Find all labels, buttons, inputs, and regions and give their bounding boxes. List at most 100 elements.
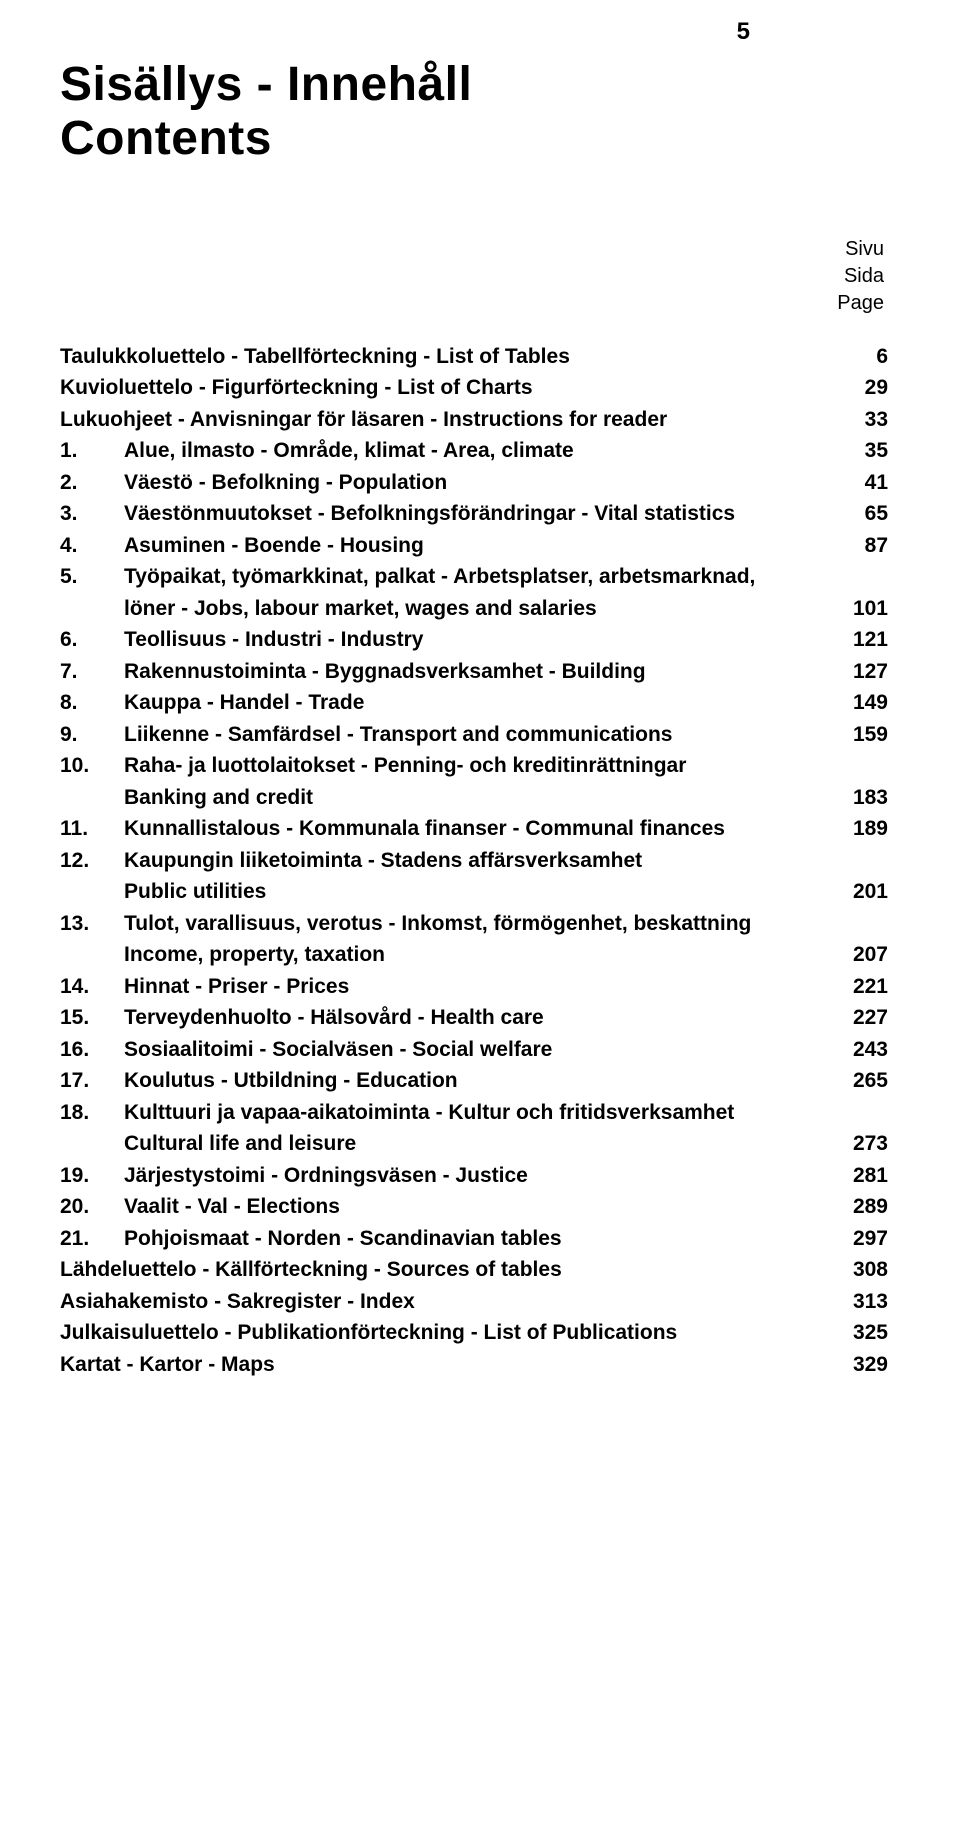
toc-row: 10.Raha- ja luottolaitokset - Penning- o… <box>60 750 888 782</box>
toc-entry-number: 16. <box>60 1034 124 1066</box>
toc-entry-number: 9. <box>60 719 124 751</box>
column-header-page: Page <box>60 290 884 317</box>
toc-entry-page: 127 <box>832 656 888 688</box>
toc-entry-label: Vaalit - Val - Elections <box>124 1191 832 1223</box>
toc-row: Asiahakemisto - Sakregister - Index313 <box>60 1286 888 1318</box>
toc-entry-label: Kulttuuri ja vapaa-aikatoiminta - Kultur… <box>124 1097 832 1129</box>
toc-entry-number: 19. <box>60 1160 124 1192</box>
toc-entry-page: 41 <box>832 467 888 499</box>
toc-entry-page: 183 <box>832 782 888 814</box>
toc-entry-number: 6. <box>60 624 124 656</box>
toc-entry-page: 121 <box>832 624 888 656</box>
toc-entry-number: 1. <box>60 435 124 467</box>
toc-row: 4.Asuminen - Boende - Housing87 <box>60 530 888 562</box>
toc-entry-label: Cultural life and leisure <box>124 1128 832 1160</box>
toc-entry-page: 308 <box>832 1254 888 1286</box>
toc-entry-label: Sosiaalitoimi - Socialväsen - Social wel… <box>124 1034 832 1066</box>
toc-entry-label: Kartat - Kartor - Maps <box>60 1349 832 1381</box>
toc-row: 6.Teollisuus - Industri - Industry121 <box>60 624 888 656</box>
toc-row: Lukuohjeet - Anvisningar för läsaren - I… <box>60 404 888 436</box>
toc-row: Banking and credit183 <box>60 782 888 814</box>
toc-entry-page: 221 <box>832 971 888 1003</box>
toc-entry-page: 6 <box>832 341 888 373</box>
toc-row: 14.Hinnat - Priser - Prices221 <box>60 971 888 1003</box>
toc-entry-page: 87 <box>832 530 888 562</box>
toc-entry-label: Lukuohjeet - Anvisningar för läsaren - I… <box>60 404 832 436</box>
toc-entry-label: Koulutus - Utbildning - Education <box>124 1065 832 1097</box>
toc-row: 1.Alue, ilmasto - Område, klimat - Area,… <box>60 435 888 467</box>
toc-row: Julkaisuluettelo - Publikationförtecknin… <box>60 1317 888 1349</box>
toc-entry-page: 297 <box>832 1223 888 1255</box>
toc-entry-label: Asiahakemisto - Sakregister - Index <box>60 1286 832 1318</box>
toc-row: 5.Työpaikat, työmarkkinat, palkat - Arbe… <box>60 561 888 593</box>
toc-entry-label: löner - Jobs, labour market, wages and s… <box>124 593 832 625</box>
column-headers: Sivu Sida Page <box>60 236 888 317</box>
page-number: 5 <box>737 18 750 46</box>
toc-entry-label: Terveydenhuolto - Hälsovård - Health car… <box>124 1002 832 1034</box>
toc-row: 9.Liikenne - Samfärdsel - Transport and … <box>60 719 888 751</box>
toc-entry-page: 29 <box>832 372 888 404</box>
toc-row: 18.Kulttuuri ja vapaa-aikatoiminta - Kul… <box>60 1097 888 1129</box>
toc-row: 19.Järjestystoimi - Ordningsväsen - Just… <box>60 1160 888 1192</box>
toc-entry-number: 21. <box>60 1223 124 1255</box>
toc-entry-label: Rakennustoiminta - Byggnadsverksamhet - … <box>124 656 832 688</box>
toc-entry-page: 329 <box>832 1349 888 1381</box>
toc-entry-page: 227 <box>832 1002 888 1034</box>
toc-entry-number: 12. <box>60 845 124 877</box>
toc-entry-number: 18. <box>60 1097 124 1129</box>
toc-row: Kartat - Kartor - Maps329 <box>60 1349 888 1381</box>
toc-entry-label: Income, property, taxation <box>124 939 832 971</box>
toc-entry-number: 20. <box>60 1191 124 1223</box>
column-header-sida: Sida <box>60 263 884 290</box>
toc-entry-page: 281 <box>832 1160 888 1192</box>
toc-entry-label: Taulukkoluettelo - Tabellförteckning - L… <box>60 341 832 373</box>
toc-entry-label: Kaupungin liiketoiminta - Stadens affärs… <box>124 845 832 877</box>
toc-row: 20.Vaalit - Val - Elections289 <box>60 1191 888 1223</box>
toc-row: 15.Terveydenhuolto - Hälsovård - Health … <box>60 1002 888 1034</box>
toc-entry-label: Hinnat - Priser - Prices <box>124 971 832 1003</box>
toc-entry-label: Pohjoismaat - Norden - Scandinavian tabl… <box>124 1223 832 1255</box>
toc-row: 11.Kunnallistalous - Kommunala finanser … <box>60 813 888 845</box>
toc-entry-number: 14. <box>60 971 124 1003</box>
toc-entry-label: Järjestystoimi - Ordningsväsen - Justice <box>124 1160 832 1192</box>
toc-entry-page: 189 <box>832 813 888 845</box>
toc-entry-label: Väestönmuutokset - Befolkningsförändring… <box>124 498 832 530</box>
toc-row: 12.Kaupungin liiketoiminta - Stadens aff… <box>60 845 888 877</box>
toc-row: 8.Kauppa - Handel - Trade149 <box>60 687 888 719</box>
toc-entry-page: 313 <box>832 1286 888 1318</box>
toc-entry-number: 11. <box>60 813 124 845</box>
toc-entry-label: Tulot, varallisuus, verotus - Inkomst, f… <box>124 908 832 940</box>
toc-entry-page: 149 <box>832 687 888 719</box>
toc-entry-label: Julkaisuluettelo - Publikationförtecknin… <box>60 1317 832 1349</box>
toc-entry-number: 10. <box>60 750 124 782</box>
toc-entry-page: 273 <box>832 1128 888 1160</box>
toc-row: löner - Jobs, labour market, wages and s… <box>60 593 888 625</box>
toc-entry-page: 207 <box>832 939 888 971</box>
toc-row: Cultural life and leisure273 <box>60 1128 888 1160</box>
toc-entry-page: 101 <box>832 593 888 625</box>
toc-entry-label: Liikenne - Samfärdsel - Transport and co… <box>124 719 832 751</box>
toc-entry-number: 5. <box>60 561 124 593</box>
toc-entry-page: 33 <box>832 404 888 436</box>
column-header-sivu: Sivu <box>60 236 884 263</box>
toc-row: 3.Väestönmuutokset - Befolkningsförändri… <box>60 498 888 530</box>
toc-row: Public utilities201 <box>60 876 888 908</box>
toc-entry-label: Kuvioluettelo - Figurförteckning - List … <box>60 372 832 404</box>
toc-entry-label: Kunnallistalous - Kommunala finanser - C… <box>124 813 832 845</box>
toc-row: 13.Tulot, varallisuus, verotus - Inkomst… <box>60 908 888 940</box>
table-of-contents: Taulukkoluettelo - Tabellförteckning - L… <box>60 341 888 1381</box>
toc-row: 7.Rakennustoiminta - Byggnadsverksamhet … <box>60 656 888 688</box>
toc-entry-number: 3. <box>60 498 124 530</box>
toc-entry-number: 2. <box>60 467 124 499</box>
toc-entry-page: 325 <box>832 1317 888 1349</box>
toc-entry-page: 289 <box>832 1191 888 1223</box>
toc-entry-number: 7. <box>60 656 124 688</box>
toc-entry-number: 4. <box>60 530 124 562</box>
toc-entry-page: 65 <box>832 498 888 530</box>
toc-entry-page: 35 <box>832 435 888 467</box>
toc-entry-label: Teollisuus - Industri - Industry <box>124 624 832 656</box>
toc-entry-page: 159 <box>832 719 888 751</box>
toc-entry-page: 265 <box>832 1065 888 1097</box>
toc-row: Income, property, taxation207 <box>60 939 888 971</box>
toc-entry-page: 243 <box>832 1034 888 1066</box>
